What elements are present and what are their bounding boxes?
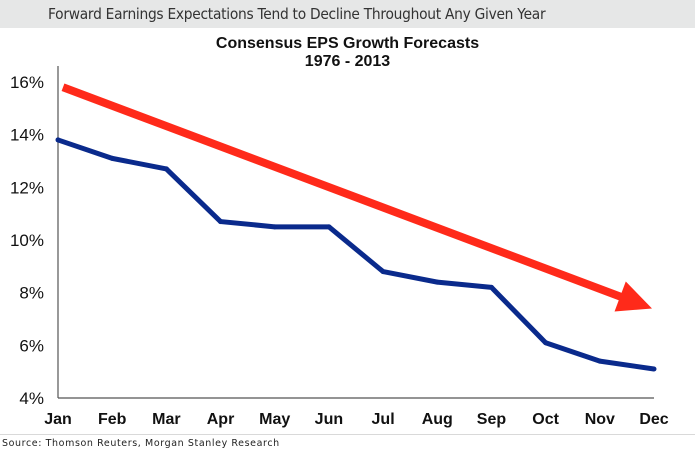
y-tick-label: 14% [10, 126, 44, 145]
data-point [272, 224, 278, 230]
y-tick-label: 6% [19, 336, 44, 355]
data-point [163, 166, 169, 172]
data-point [597, 358, 603, 364]
data-point [380, 269, 386, 275]
source-separator [0, 434, 695, 435]
source-note: Source: Thomson Reuters, Morgan Stanley … [2, 438, 280, 449]
data-point [326, 224, 332, 230]
x-tick-label: Oct [532, 411, 559, 428]
series-line [57, 137, 655, 372]
data-point [55, 137, 61, 143]
y-tick-label: 10% [10, 231, 44, 250]
y-tick-label: 12% [10, 178, 44, 197]
x-tick-label: Jun [315, 411, 343, 428]
data-point [543, 340, 549, 346]
x-tick-label: Sep [477, 411, 507, 428]
x-tick-label: Jan [44, 411, 72, 428]
chart-subtitle: 1976 - 2013 [304, 53, 391, 70]
trend-arrow-shaft [61, 83, 624, 301]
x-tick-label: Nov [585, 411, 615, 428]
header-title: Forward Earnings Expectations Tend to De… [48, 5, 546, 23]
x-tick-label: Feb [98, 411, 127, 428]
x-tick-label: Apr [207, 411, 235, 428]
trend-arrow-head [614, 281, 652, 312]
data-point [434, 279, 440, 285]
data-point [109, 155, 115, 161]
data-point [218, 219, 224, 225]
data-point [488, 284, 494, 290]
x-tick-label: Aug [422, 411, 453, 428]
chart-title: Consensus EPS Growth Forecasts [215, 35, 480, 52]
y-tick-label: 4% [19, 389, 44, 408]
x-tick-label: Mar [152, 411, 180, 428]
header-bar [0, 0, 695, 28]
data-point [651, 366, 657, 372]
x-tick-label: May [259, 411, 290, 428]
x-tick-label: Jul [372, 411, 395, 428]
y-tick-label: 8% [19, 284, 44, 303]
x-tick-label: Dec [639, 411, 668, 428]
y-tick-label: 16% [10, 73, 44, 92]
